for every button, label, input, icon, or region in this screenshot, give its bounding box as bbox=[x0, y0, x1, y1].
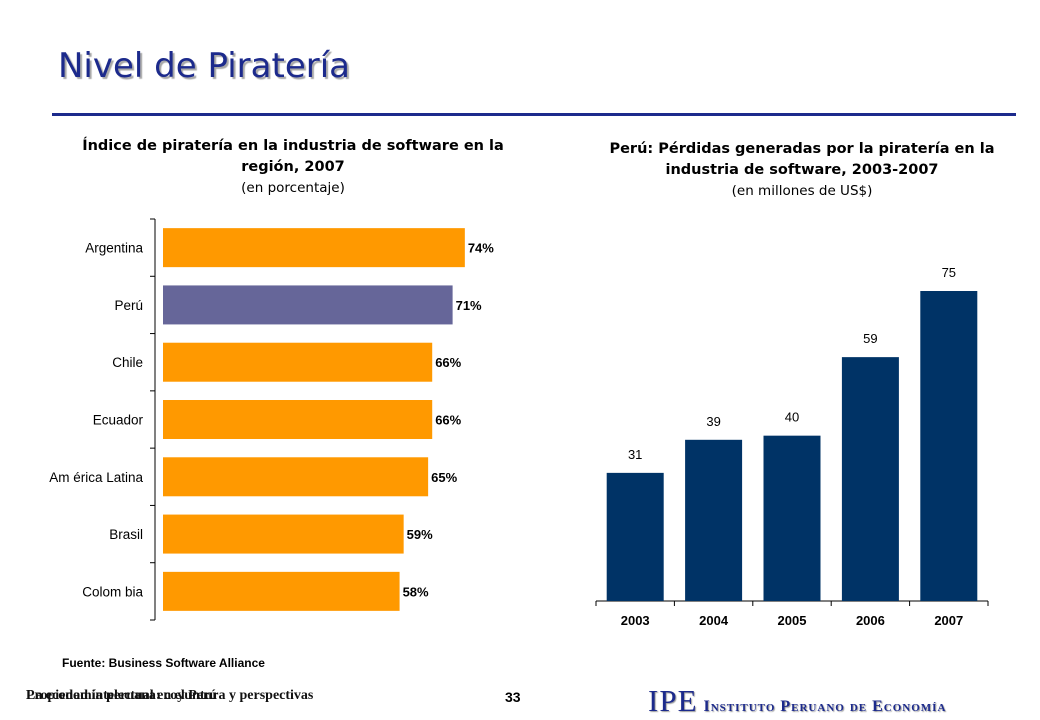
title-divider bbox=[52, 113, 1016, 116]
logo-name: Instituto Peruano de Economía bbox=[703, 698, 947, 715]
data-label: 66% bbox=[435, 355, 461, 370]
bar bbox=[606, 472, 664, 601]
bar bbox=[163, 228, 465, 268]
category-label: Am érica Latina bbox=[49, 470, 143, 485]
bar bbox=[920, 291, 978, 601]
category-label: 2003 bbox=[621, 613, 650, 628]
logo-mark: IPE bbox=[648, 683, 698, 718]
footer-text-a: La economía peruana: coyuntura y perspec… bbox=[26, 688, 314, 703]
data-label: 59 bbox=[863, 331, 877, 346]
source-note: Fuente: Business Software Alliance bbox=[62, 656, 265, 670]
data-label: 71% bbox=[456, 298, 482, 313]
ipe-logo: IPE Instituto Peruano de Economía bbox=[648, 683, 946, 719]
category-label: 2005 bbox=[778, 613, 807, 628]
data-label: 74% bbox=[468, 241, 494, 256]
category-label: Ecuador bbox=[93, 413, 144, 428]
slide-title: Nivel de Piratería bbox=[58, 46, 351, 86]
bar bbox=[685, 439, 743, 601]
data-label: 59% bbox=[407, 527, 433, 542]
category-label: 2006 bbox=[856, 613, 885, 628]
category-label: Brasil bbox=[109, 527, 143, 542]
page-number: 33 bbox=[505, 689, 521, 705]
data-label: 75 bbox=[942, 265, 956, 280]
data-label: 66% bbox=[435, 413, 461, 428]
category-label: Chile bbox=[112, 355, 143, 370]
bar bbox=[763, 435, 821, 601]
data-label: 31 bbox=[628, 447, 642, 462]
category-label: 2004 bbox=[699, 613, 729, 628]
footer-text-b: Propiedad intelectual en el Perú bbox=[26, 688, 218, 703]
category-label: Colom bia bbox=[82, 584, 143, 599]
category-label: Perú bbox=[114, 298, 143, 313]
right-chart-subtitle: (en millones de US$) bbox=[731, 183, 873, 199]
right-chart-title: Perú: Pérdidas generadas por la piraterí… bbox=[609, 141, 995, 178]
data-label: 39 bbox=[706, 414, 720, 429]
right-chart-title-block: Perú: Pérdidas generadas por la piraterí… bbox=[580, 139, 1024, 202]
bar bbox=[163, 571, 400, 611]
bar bbox=[163, 514, 404, 554]
left-chart-title-block: Índice de piratería en la industria de s… bbox=[58, 136, 528, 199]
left-chart-title: Índice de piratería en la industria de s… bbox=[82, 138, 504, 175]
category-label: 2007 bbox=[934, 613, 963, 628]
bar bbox=[163, 285, 453, 325]
data-label: 40 bbox=[785, 410, 799, 425]
bar bbox=[841, 357, 899, 601]
bar bbox=[163, 457, 429, 497]
category-label: Argentina bbox=[85, 241, 143, 256]
data-label: 65% bbox=[431, 470, 457, 485]
bar bbox=[163, 342, 433, 382]
data-label: 58% bbox=[403, 584, 429, 599]
bar bbox=[163, 400, 433, 439]
left-chart-subtitle: (en porcentaje) bbox=[241, 180, 345, 196]
